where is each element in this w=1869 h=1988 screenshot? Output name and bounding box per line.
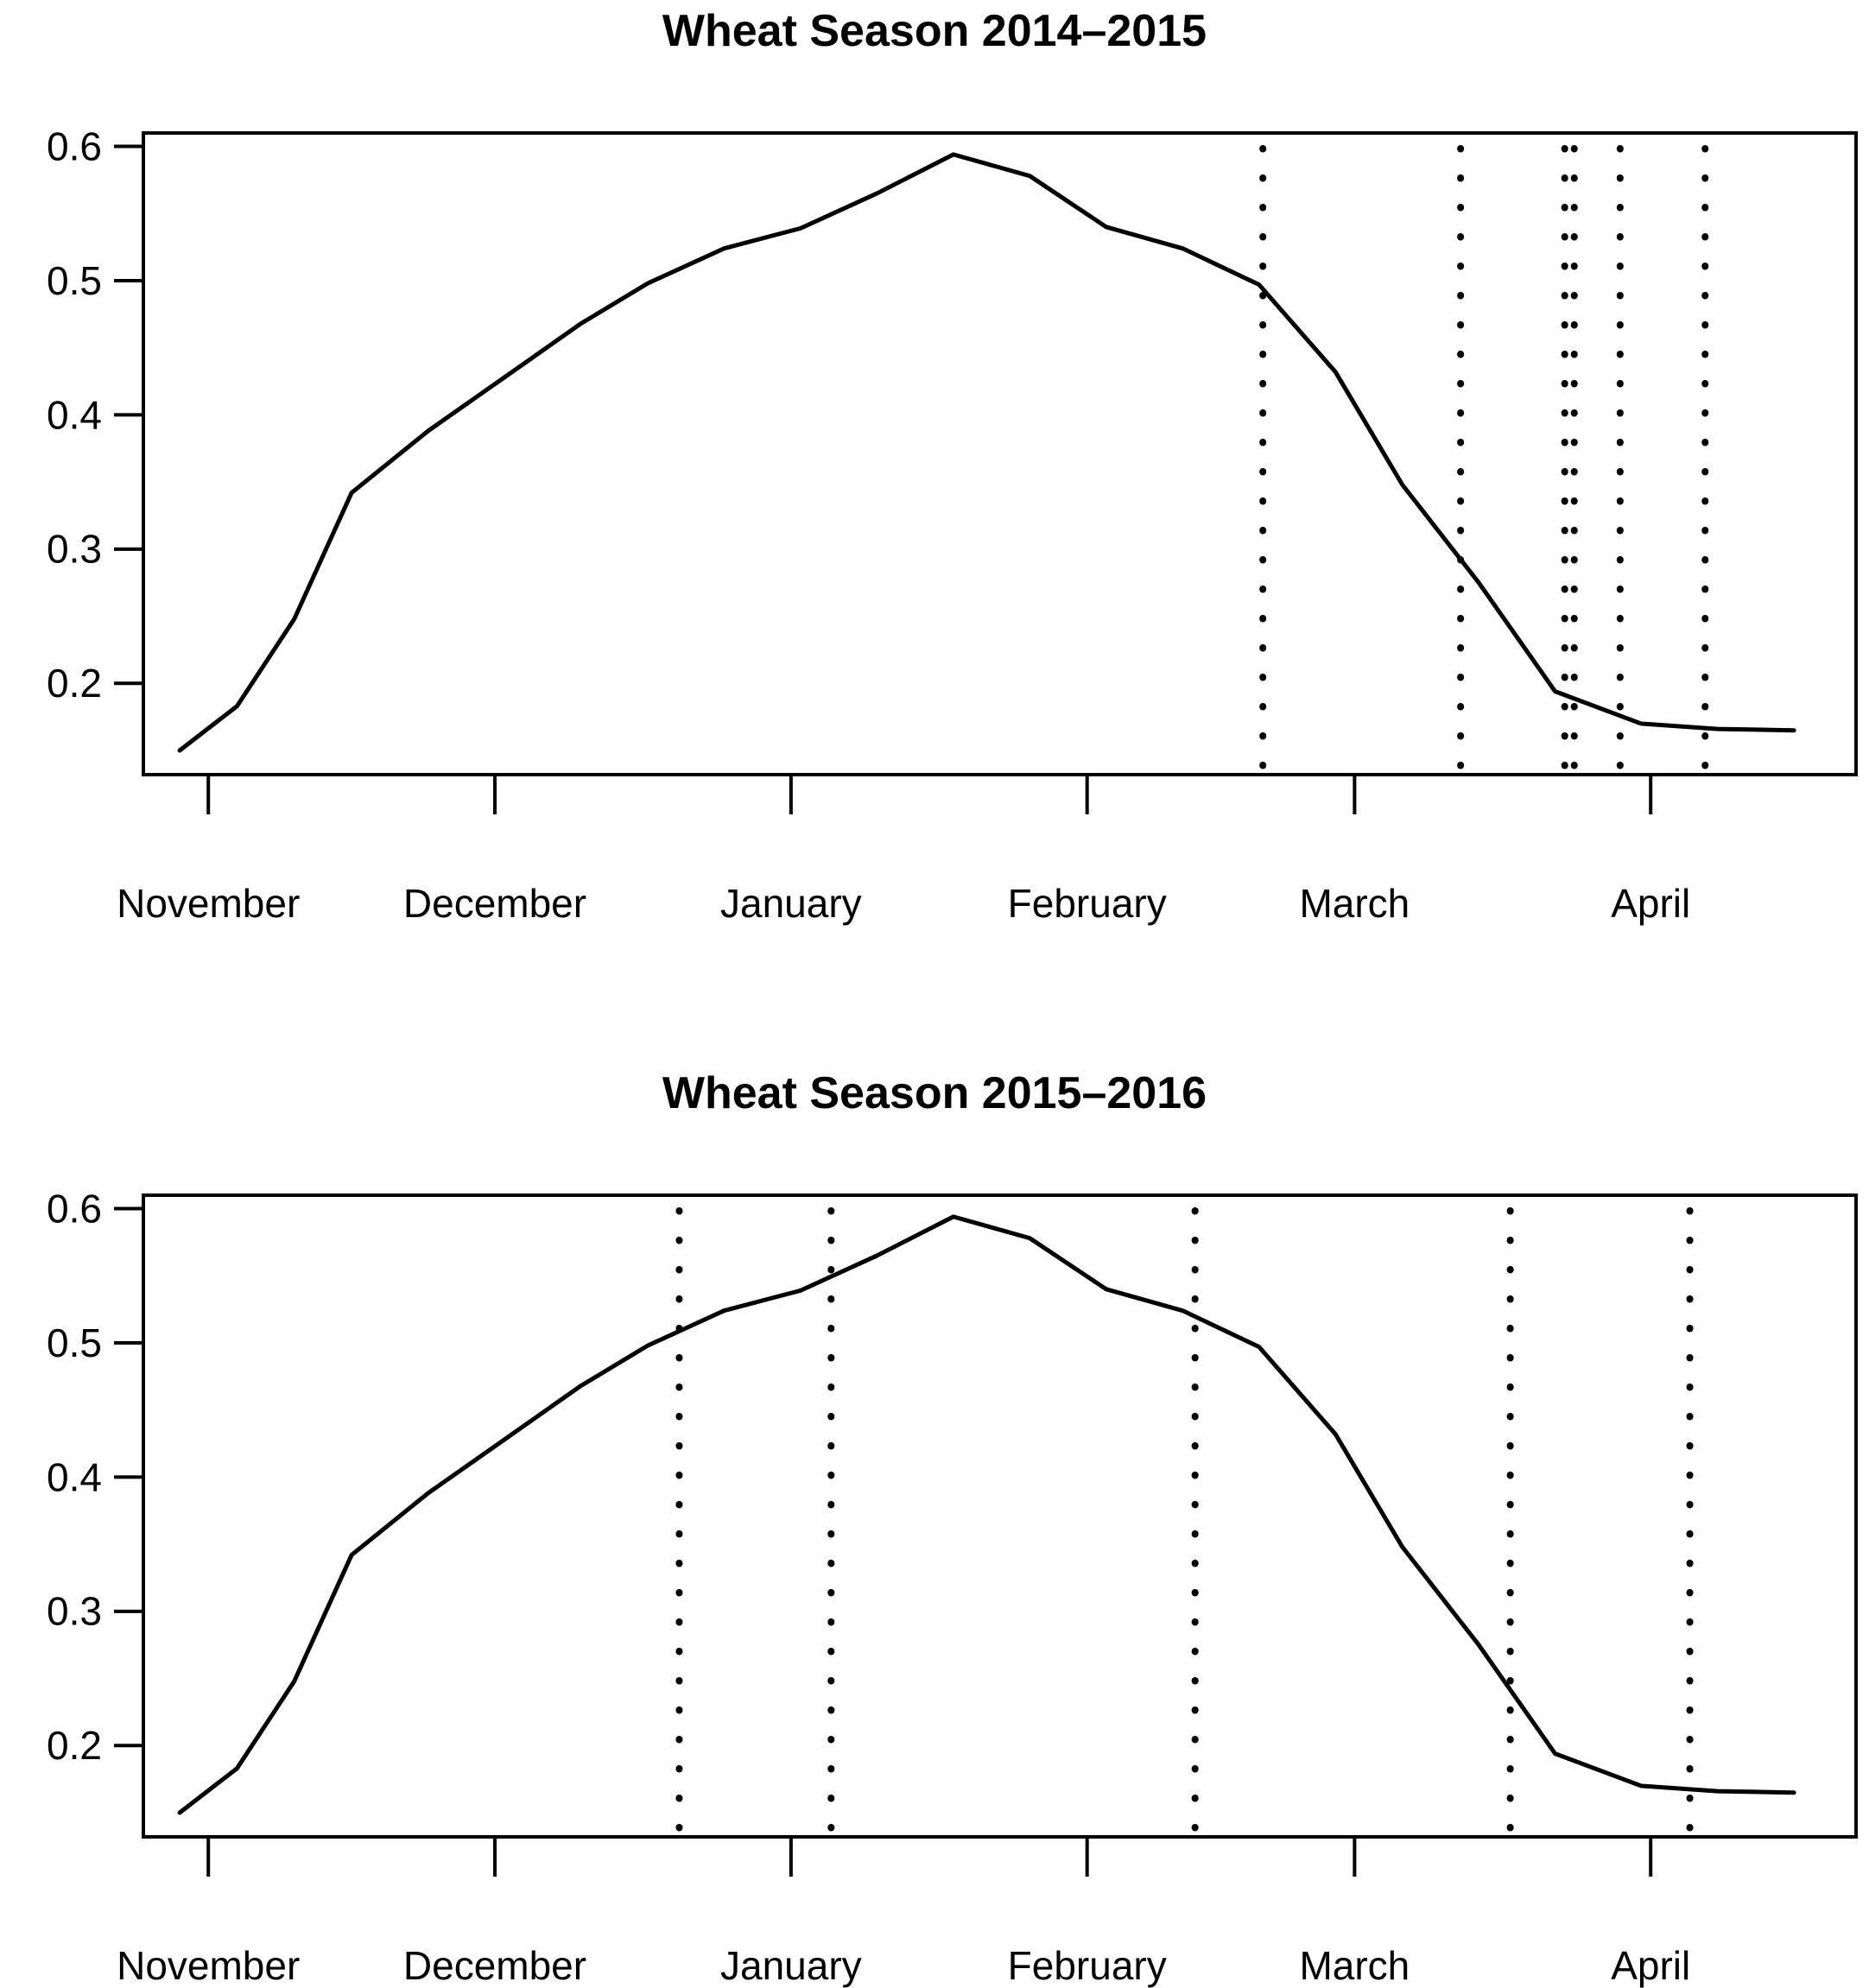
y-axis-tick-label: 0.6 — [47, 1186, 102, 1231]
x-axis-month-label: December — [403, 881, 586, 926]
y-axis-tick-label: 0.5 — [47, 258, 102, 303]
y-axis-tick-label: 0.2 — [47, 1723, 102, 1768]
y-axis-tick-label: 0.2 — [47, 661, 102, 706]
x-axis-month-label: January — [720, 881, 862, 926]
plot-box — [142, 131, 1858, 776]
x-axis-month-label: November — [117, 881, 300, 926]
x-axis-month-label: April — [1611, 1943, 1690, 1988]
x-axis-month-label: March — [1299, 1943, 1410, 1988]
plot-area-2014-2015: 0.2 0.3 0.4 0.5 0.6 November December January Fe… — [47, 123, 1858, 926]
y-axis-tick-label: 0.3 — [47, 527, 102, 572]
y-axis-tick-label: 0.4 — [47, 392, 102, 437]
series-line — [177, 152, 1796, 753]
x-axis-month-label: November — [117, 1943, 300, 1988]
x-axis-month-label: March — [1299, 881, 1410, 926]
x-axis-month-label: December — [403, 1943, 586, 1988]
chart-title-2014-2015: Wheat Season 2014–2015 — [662, 6, 1207, 56]
plot-box — [142, 1193, 1858, 1839]
chart-title-2015-2016: Wheat Season 2015–2016 — [662, 1068, 1207, 1118]
x-axis-month-label: February — [1008, 881, 1167, 926]
x-axis-month-label: February — [1008, 1943, 1167, 1988]
series-line — [177, 1214, 1796, 1815]
chart-wheat-season-2015-2016: Wheat Season 2015–2016 0.2 0.3 0.4 0.5 0.6 No… — [0, 1062, 1869, 1988]
y-axis-tick-label: 0.3 — [47, 1589, 102, 1634]
plot-area-2015-2016: 0.2 0.3 0.4 0.5 0.6 November December January Fe… — [47, 1186, 1858, 1988]
chart-wheat-season-2014-2015: Wheat Season 2014–2015 0.2 0.3 0.4 0.5 0.6 No… — [47, 6, 1858, 926]
x-axis-month-label: April — [1611, 881, 1690, 926]
y-axis-tick-label: 0.6 — [47, 123, 102, 168]
x-axis-month-label: January — [720, 1943, 862, 1988]
y-axis-tick-label: 0.5 — [47, 1320, 102, 1365]
y-axis-tick-label: 0.4 — [47, 1454, 102, 1499]
